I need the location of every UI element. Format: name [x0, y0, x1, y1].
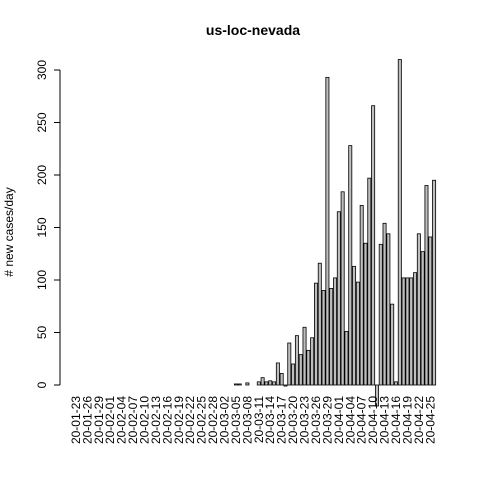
- y-tick-label: 250: [35, 112, 49, 132]
- x-tick-label: 20-03-20: [286, 396, 300, 444]
- bar: [302, 326, 307, 386]
- x-tick-label: 20-04-25: [423, 396, 437, 444]
- bar: [409, 277, 414, 386]
- bar: [260, 377, 265, 386]
- bar: [329, 287, 334, 386]
- x-tick-label: 20-02-19: [172, 396, 186, 444]
- bar: [333, 277, 337, 386]
- bar: [272, 381, 277, 386]
- x-tick-label: 20-02-13: [149, 396, 163, 444]
- x-tick-label: 20-02-22: [183, 396, 197, 444]
- bar: [348, 145, 353, 386]
- bar: [245, 382, 250, 386]
- x-tick-label: 20-02-01: [103, 396, 117, 444]
- y-tick-label: 300: [35, 60, 49, 80]
- bar: [386, 233, 391, 386]
- x-tick-label: 20-04-04: [343, 396, 357, 444]
- bar: [371, 105, 376, 386]
- x-tick-label: 20-02-10: [137, 396, 151, 444]
- bar: [268, 380, 273, 386]
- bar: [314, 282, 318, 386]
- bar: [294, 335, 299, 386]
- x-tick-label: 20-04-19: [400, 396, 414, 444]
- bar: [317, 262, 322, 386]
- y-tick-label: 100: [35, 270, 49, 290]
- x-tick-label: 20-01-26: [80, 396, 94, 444]
- bar: [428, 236, 433, 386]
- x-tick-label: 20-02-25: [195, 396, 209, 444]
- x-tick-label: 20-02-04: [115, 396, 129, 444]
- x-tick-label: 20-04-10: [366, 396, 380, 444]
- bar: [401, 277, 406, 386]
- x-tick-label: 20-04-22: [412, 396, 426, 444]
- bar: [382, 222, 387, 386]
- y-tick-label: 50: [35, 326, 49, 340]
- x-tick-label: 20-03-08: [240, 396, 254, 444]
- bar: [394, 381, 398, 386]
- bar: [352, 265, 357, 386]
- bar: [298, 354, 303, 386]
- bar: [390, 303, 395, 386]
- y-tick-label: 150: [35, 217, 49, 237]
- bar: [367, 177, 372, 386]
- y-axis-label: # new cases/day: [2, 187, 16, 276]
- x-tick-label: 20-03-23: [298, 396, 312, 444]
- bar: [310, 337, 315, 386]
- bar: [432, 179, 437, 386]
- bar: [233, 383, 238, 386]
- bar: [264, 381, 269, 386]
- bar: [256, 381, 261, 386]
- x-tick-label: 20-02-07: [126, 396, 140, 444]
- bar: [321, 290, 326, 386]
- x-tick-label: 20-04-07: [355, 396, 369, 444]
- x-tick-label: 20-02-28: [206, 396, 220, 444]
- bar: [340, 191, 345, 386]
- bar: [287, 342, 292, 386]
- bar: [416, 233, 421, 386]
- bar: [359, 205, 364, 386]
- bar: [397, 59, 402, 386]
- y-tick-label: 0: [35, 381, 49, 388]
- y-axis: 0 50 100 150 200 250 300: [35, 60, 61, 388]
- bar: [237, 383, 242, 386]
- x-tick-label: 20-03-11: [252, 396, 266, 443]
- bar: [378, 243, 383, 386]
- bars-group: [233, 59, 437, 407]
- bar: [363, 242, 368, 386]
- bar: [374, 384, 379, 407]
- x-tick-label: 20-01-29: [92, 396, 106, 444]
- x-tick-label: 20-04-16: [389, 396, 403, 444]
- bar: [405, 277, 410, 386]
- bar: [413, 272, 418, 386]
- bar: [279, 373, 284, 386]
- chart-title: us-loc-nevada: [206, 22, 300, 38]
- bar: [420, 251, 425, 386]
- bar: [306, 349, 311, 386]
- bar: [325, 76, 330, 386]
- bar: [283, 384, 288, 387]
- x-tick-label: 20-03-14: [263, 396, 277, 444]
- bar: [291, 363, 296, 386]
- x-tick-label: 20-04-13: [378, 396, 392, 444]
- x-tick-label: 20-03-02: [218, 396, 232, 444]
- bar: [355, 281, 360, 386]
- bar: [344, 331, 349, 386]
- bar: [275, 362, 280, 386]
- bar: [336, 211, 341, 386]
- bar: [424, 185, 429, 386]
- x-tick-label: 20-03-29: [320, 396, 334, 444]
- x-tick-label: 20-03-05: [229, 396, 243, 444]
- x-tick-label: 20-02-16: [160, 396, 174, 444]
- x-tick-labels: 20-01-2320-01-2620-01-2920-02-0120-02-04…: [69, 396, 437, 444]
- x-tick-label: 20-03-17: [275, 396, 289, 444]
- x-tick-label: 20-03-26: [309, 396, 323, 444]
- x-tick-label: 20-01-23: [69, 396, 83, 444]
- x-tick-label: 20-04-01: [332, 396, 346, 444]
- y-tick-label: 200: [35, 165, 49, 185]
